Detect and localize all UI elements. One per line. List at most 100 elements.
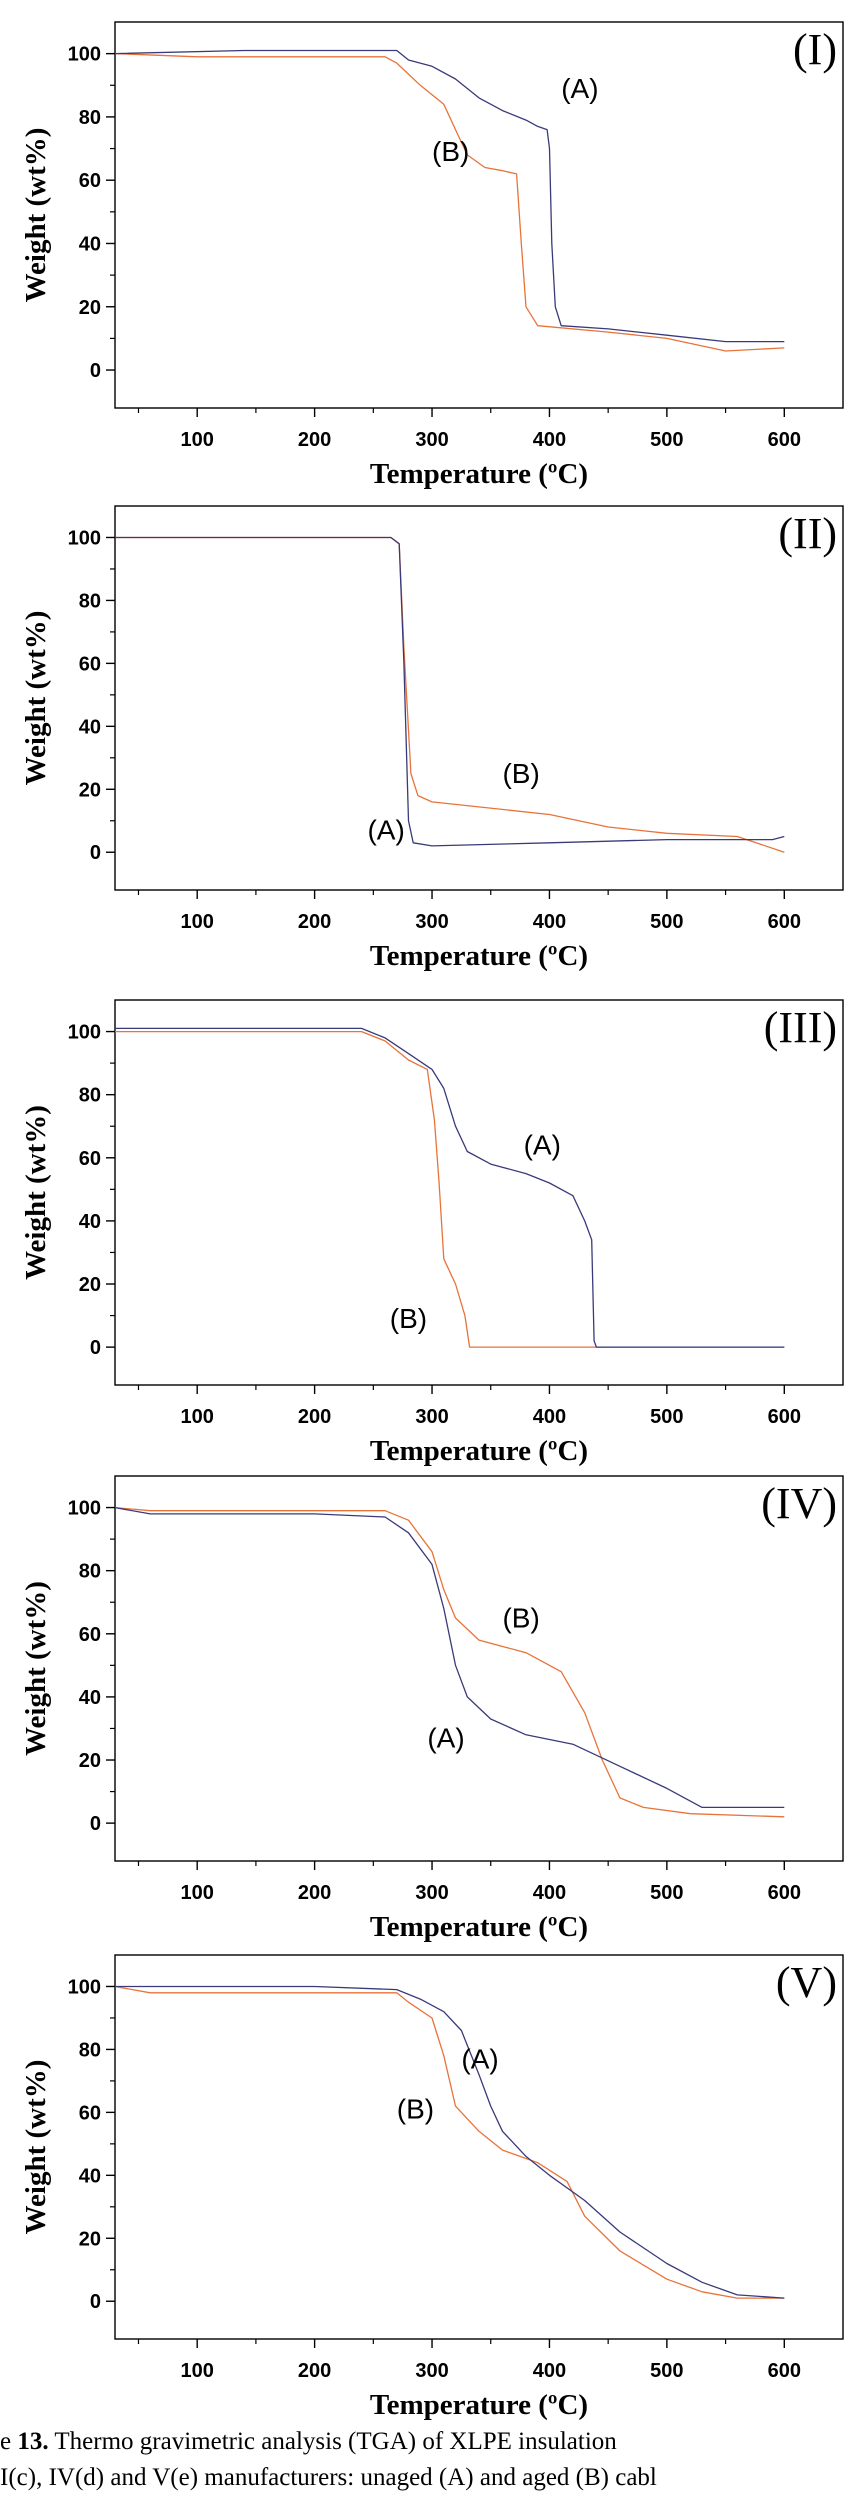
x-tick-label: 100 xyxy=(181,429,214,451)
x-tick-label: 600 xyxy=(768,2360,801,2382)
y-tick-label: 20 xyxy=(79,297,101,319)
x-tick-label: 300 xyxy=(415,2360,448,2382)
x-tick-label: 500 xyxy=(650,1882,683,1904)
caption-line-1: e 13. Thermo gravimetric analysis (TGA) … xyxy=(0,2424,866,2460)
x-axis-label: Temperature (ºC) xyxy=(370,940,588,972)
x-tick-label: 600 xyxy=(768,911,801,933)
x-axis-label: Temperature (ºC) xyxy=(370,1435,588,1467)
y-tick-label: 100 xyxy=(68,1022,101,1044)
x-tick-label: 200 xyxy=(298,2360,331,2382)
series-line-B xyxy=(114,52,785,352)
series-annotation: (A) xyxy=(367,815,404,846)
x-tick-label: 300 xyxy=(415,429,448,451)
caption-prefix: e xyxy=(0,2428,18,2455)
x-tick-label: 200 xyxy=(298,1406,331,1428)
y-tick-label: 60 xyxy=(79,2102,101,2124)
series-annotation: (A) xyxy=(561,73,598,104)
x-tick-label: 600 xyxy=(768,1406,801,1428)
y-tick-label: 40 xyxy=(79,2165,101,2187)
x-tick-label: 300 xyxy=(415,1882,448,1904)
y-tick-label: 80 xyxy=(79,107,101,129)
y-tick-label: 0 xyxy=(90,1813,101,1835)
panel-label: (IV) xyxy=(761,1479,837,1528)
panel-label: (III) xyxy=(764,1003,837,1052)
y-axis-label: Weight (wt%) xyxy=(20,1581,52,1756)
series-line-B xyxy=(114,1985,785,2299)
y-tick-label: 0 xyxy=(90,360,101,382)
panel-label: (V) xyxy=(776,1958,837,2007)
x-tick-label: 600 xyxy=(768,1882,801,1904)
series-annotation: (B) xyxy=(390,1303,427,1334)
plot-frame xyxy=(114,505,844,891)
y-axis-label: Weight (wt%) xyxy=(20,611,52,786)
y-tick-label: 0 xyxy=(90,2291,101,2313)
x-tick-label: 400 xyxy=(533,1406,566,1428)
x-tick-label: 400 xyxy=(533,911,566,933)
series-annotation: (B) xyxy=(432,136,469,167)
y-tick-label: 100 xyxy=(68,1498,101,1520)
series-annotation: (A) xyxy=(427,1722,464,1753)
plot-frame xyxy=(114,1475,844,1862)
y-tick-label: 20 xyxy=(79,2228,101,2250)
series-annotation: (B) xyxy=(397,2094,434,2125)
series-line-A xyxy=(115,1027,785,1348)
plot-frame xyxy=(114,999,844,1386)
x-axis-label: Temperature (ºC) xyxy=(370,458,588,490)
chart-panel-4: 0 20 40 60 80 100 100 200 300 400 500 600 Temperatur… xyxy=(20,1475,844,1943)
x-axis-label: Temperature (ºC) xyxy=(370,2389,588,2420)
x-tick-label: 500 xyxy=(650,1406,683,1428)
y-tick-label: 80 xyxy=(79,1085,101,1107)
y-tick-label: 40 xyxy=(79,1211,101,1233)
y-tick-label: 40 xyxy=(79,716,101,738)
y-tick-label: 100 xyxy=(68,527,101,549)
series-line-B xyxy=(115,1030,785,1348)
x-tick-label: 400 xyxy=(533,429,566,451)
plot-frame xyxy=(114,21,844,409)
y-axis-label: Weight (wt%) xyxy=(20,1105,52,1280)
series-annotation: (A) xyxy=(461,2043,498,2074)
plot-frame xyxy=(114,1954,844,2340)
caption-text: Thermo gravimetric analysis (TGA) of XLP… xyxy=(48,2428,617,2455)
x-tick-label: 100 xyxy=(181,911,214,933)
x-tick-label: 100 xyxy=(181,1882,214,1904)
series-annotation: (B) xyxy=(502,1602,539,1633)
x-tick-label: 200 xyxy=(298,429,331,451)
y-axis-label: Weight (wt%) xyxy=(20,128,52,303)
y-tick-label: 0 xyxy=(90,842,101,864)
y-tick-label: 0 xyxy=(90,1337,101,1359)
x-tick-label: 100 xyxy=(181,2360,214,2382)
series-line-B xyxy=(115,536,785,853)
series-line-A xyxy=(115,1985,785,2299)
y-tick-label: 20 xyxy=(79,779,101,801)
y-tick-label: 40 xyxy=(79,1687,101,1709)
chart-panel-5: 0 20 40 60 80 100 100 200 300 400 500 600 Temperatur… xyxy=(20,1954,844,2420)
series-line-A xyxy=(114,49,785,343)
series-annotation: (B) xyxy=(502,758,539,789)
x-tick-label: 300 xyxy=(415,1406,448,1428)
x-tick-label: 500 xyxy=(650,911,683,933)
y-tick-label: 40 xyxy=(79,233,101,255)
y-tick-label: 80 xyxy=(79,590,101,612)
figure-caption: e 13. Thermo gravimetric analysis (TGA) … xyxy=(0,2424,866,2496)
y-tick-label: 60 xyxy=(79,1148,101,1170)
y-tick-label: 20 xyxy=(79,1750,101,1772)
x-tick-label: 500 xyxy=(650,2360,683,2382)
x-tick-label: 300 xyxy=(415,911,448,933)
caption-figure-number: 13. xyxy=(17,2428,49,2455)
y-tick-label: 100 xyxy=(68,44,101,66)
series-annotation: (A) xyxy=(524,1130,561,1161)
caption-line-2: I(c), IV(d) and V(e) manufacturers: unag… xyxy=(0,2464,657,2491)
x-tick-label: 500 xyxy=(650,429,683,451)
y-tick-label: 60 xyxy=(79,1624,101,1646)
chart-panel-3: 0 20 40 60 80 100 100 200 300 400 500 600 Temperatur… xyxy=(20,999,844,1467)
x-tick-label: 100 xyxy=(181,1406,214,1428)
x-tick-label: 400 xyxy=(533,2360,566,2382)
y-tick-label: 20 xyxy=(79,1274,101,1296)
series-line-A xyxy=(114,1506,785,1809)
series-line-B xyxy=(114,1506,785,1818)
panel-label: (II) xyxy=(778,509,837,558)
y-tick-label: 100 xyxy=(68,1976,101,1998)
panel-label: (I) xyxy=(793,25,837,74)
series-line-A xyxy=(115,536,785,847)
